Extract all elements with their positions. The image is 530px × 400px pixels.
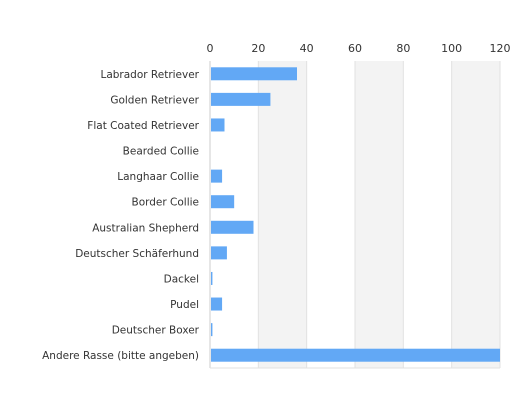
x-tick-label: 120 bbox=[490, 42, 511, 55]
bar-border-collie bbox=[211, 195, 235, 209]
x-tick-label: 80 bbox=[396, 42, 410, 55]
bar-deutscher-schäferhund bbox=[211, 246, 227, 260]
bar-andere-rasse-bitte-angeben- bbox=[211, 348, 500, 362]
bar-labrador-retriever bbox=[211, 67, 297, 81]
bar-dackel bbox=[211, 271, 213, 285]
category-label: Border Collie bbox=[131, 197, 199, 209]
bar-pudel bbox=[211, 297, 223, 311]
bar-flat-coated-retriever bbox=[211, 118, 225, 132]
category-label: Golden Retriever bbox=[110, 94, 199, 106]
category-label: Labrador Retriever bbox=[100, 69, 199, 81]
gridlines bbox=[209, 61, 501, 369]
band-20-40 bbox=[258, 61, 307, 368]
x-tick-label: 60 bbox=[348, 42, 362, 55]
bar-langhaar-collie bbox=[211, 169, 223, 183]
bar-deutscher-boxer bbox=[211, 323, 213, 337]
band-100-120 bbox=[451, 61, 500, 368]
x-axis-ticks: 0 20 40 60 80 100 120 bbox=[207, 42, 511, 55]
bar-australian-shepherd bbox=[211, 220, 254, 234]
category-label: Flat Coated Retriever bbox=[87, 120, 199, 132]
x-tick-label: 40 bbox=[300, 42, 314, 55]
category-label: Langhaar Collie bbox=[117, 171, 199, 183]
category-label: Andere Rasse (bitte angeben) bbox=[42, 350, 199, 362]
category-label: Deutscher Boxer bbox=[112, 325, 200, 337]
category-label: Australian Shepherd bbox=[92, 222, 199, 234]
x-tick-label: 100 bbox=[441, 42, 462, 55]
band-60-80 bbox=[355, 61, 404, 368]
category-label: Bearded Collie bbox=[123, 146, 199, 158]
category-label: Dackel bbox=[164, 273, 199, 285]
category-label: Deutscher Schäferhund bbox=[75, 248, 199, 260]
bars bbox=[211, 67, 500, 362]
category-labels: Labrador Retriever Golden Retriever Flat C… bbox=[42, 69, 200, 362]
background-bands bbox=[258, 61, 500, 368]
bar-golden-retriever bbox=[211, 92, 271, 106]
category-label: Pudel bbox=[170, 299, 199, 311]
x-tick-label: 0 bbox=[207, 42, 214, 55]
x-tick-label: 20 bbox=[251, 42, 265, 55]
